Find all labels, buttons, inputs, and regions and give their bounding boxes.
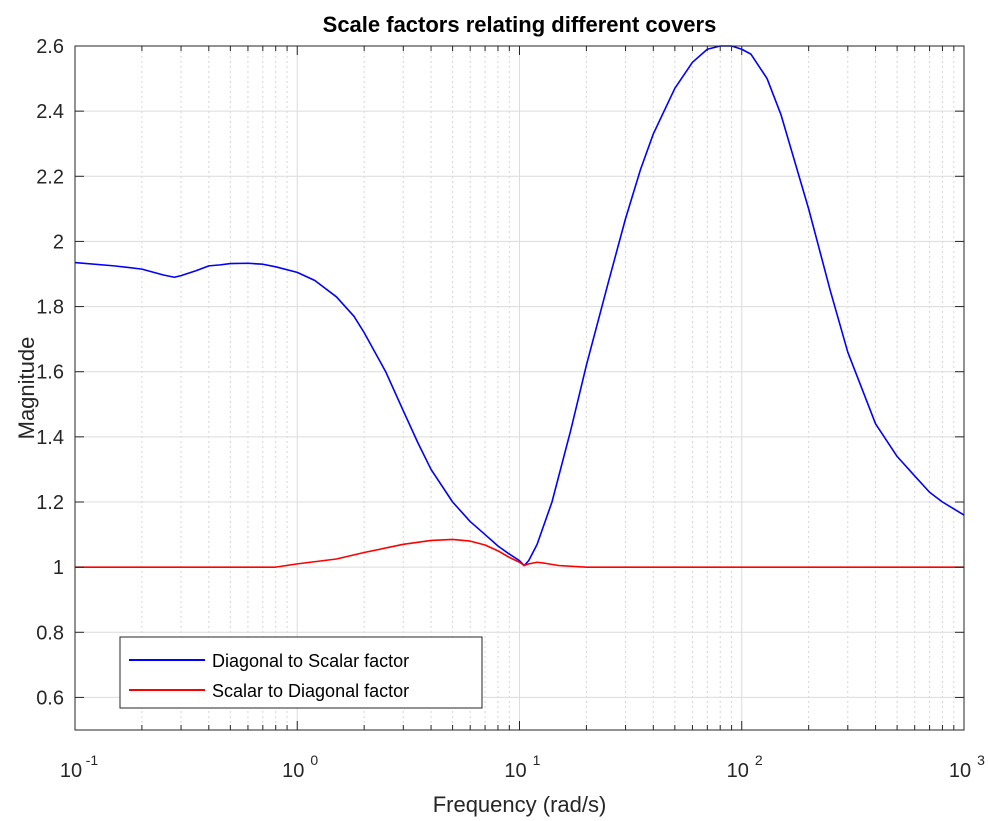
series-line-scalar-to-diagonal-factor	[75, 538, 964, 568]
y-tick-label: 0.8	[36, 622, 64, 644]
y-tick-label: 2.6	[36, 36, 64, 58]
x-tick-label: 10	[727, 760, 749, 782]
x-tick-label: 10	[60, 760, 82, 782]
x-tick-labels: 10 -1 10 0 10 1 10 2 10 3	[60, 752, 985, 782]
x-tick-label: 10	[282, 760, 304, 782]
chart-title: Scale factors relating different covers	[323, 12, 717, 37]
y-tick-label: 1	[53, 557, 64, 579]
legend: Diagonal to Scalar factor Scalar to Diag…	[119, 636, 483, 709]
x-tick-label-exponent: 2	[755, 752, 763, 768]
y-tick-labels: 0.6 0.8 1 1.2 1.4 1.6 1.8 2 2.2 2.4 2.6	[36, 36, 64, 709]
x-tick-label: 10	[504, 760, 526, 782]
y-tick-label: 2.2	[36, 166, 64, 188]
x-tick-label: 10	[949, 760, 971, 782]
y-tick-label: 1.8	[36, 297, 64, 319]
y-tick-label: 1.2	[36, 492, 64, 514]
y-tick-label: 1.4	[36, 427, 64, 449]
legend-label-diagonal-to-scalar: Diagonal to Scalar factor	[212, 651, 409, 671]
x-tick-label-exponent: 3	[977, 752, 985, 768]
y-tick-label: 0.6	[36, 687, 64, 709]
x-tick-label-exponent: 0	[310, 752, 318, 768]
y-tick-label: 2.4	[36, 101, 64, 123]
minor-grid	[141, 46, 955, 730]
legend-box	[119, 636, 483, 709]
y-tick-label: 2	[53, 231, 64, 253]
major-grid	[74, 45, 965, 730]
series-layer	[74, 45, 965, 568]
x-axis-label: Frequency (rad/s)	[433, 792, 607, 817]
y-axis-label: Magnitude	[14, 337, 39, 440]
y-tick-label: 1.6	[36, 362, 64, 384]
legend-label-scalar-to-diagonal: Scalar to Diagonal factor	[212, 681, 409, 701]
x-tick-label-exponent: -1	[86, 752, 99, 768]
x-tick-label-exponent: 1	[533, 752, 541, 768]
tick-marks	[74, 45, 965, 730]
